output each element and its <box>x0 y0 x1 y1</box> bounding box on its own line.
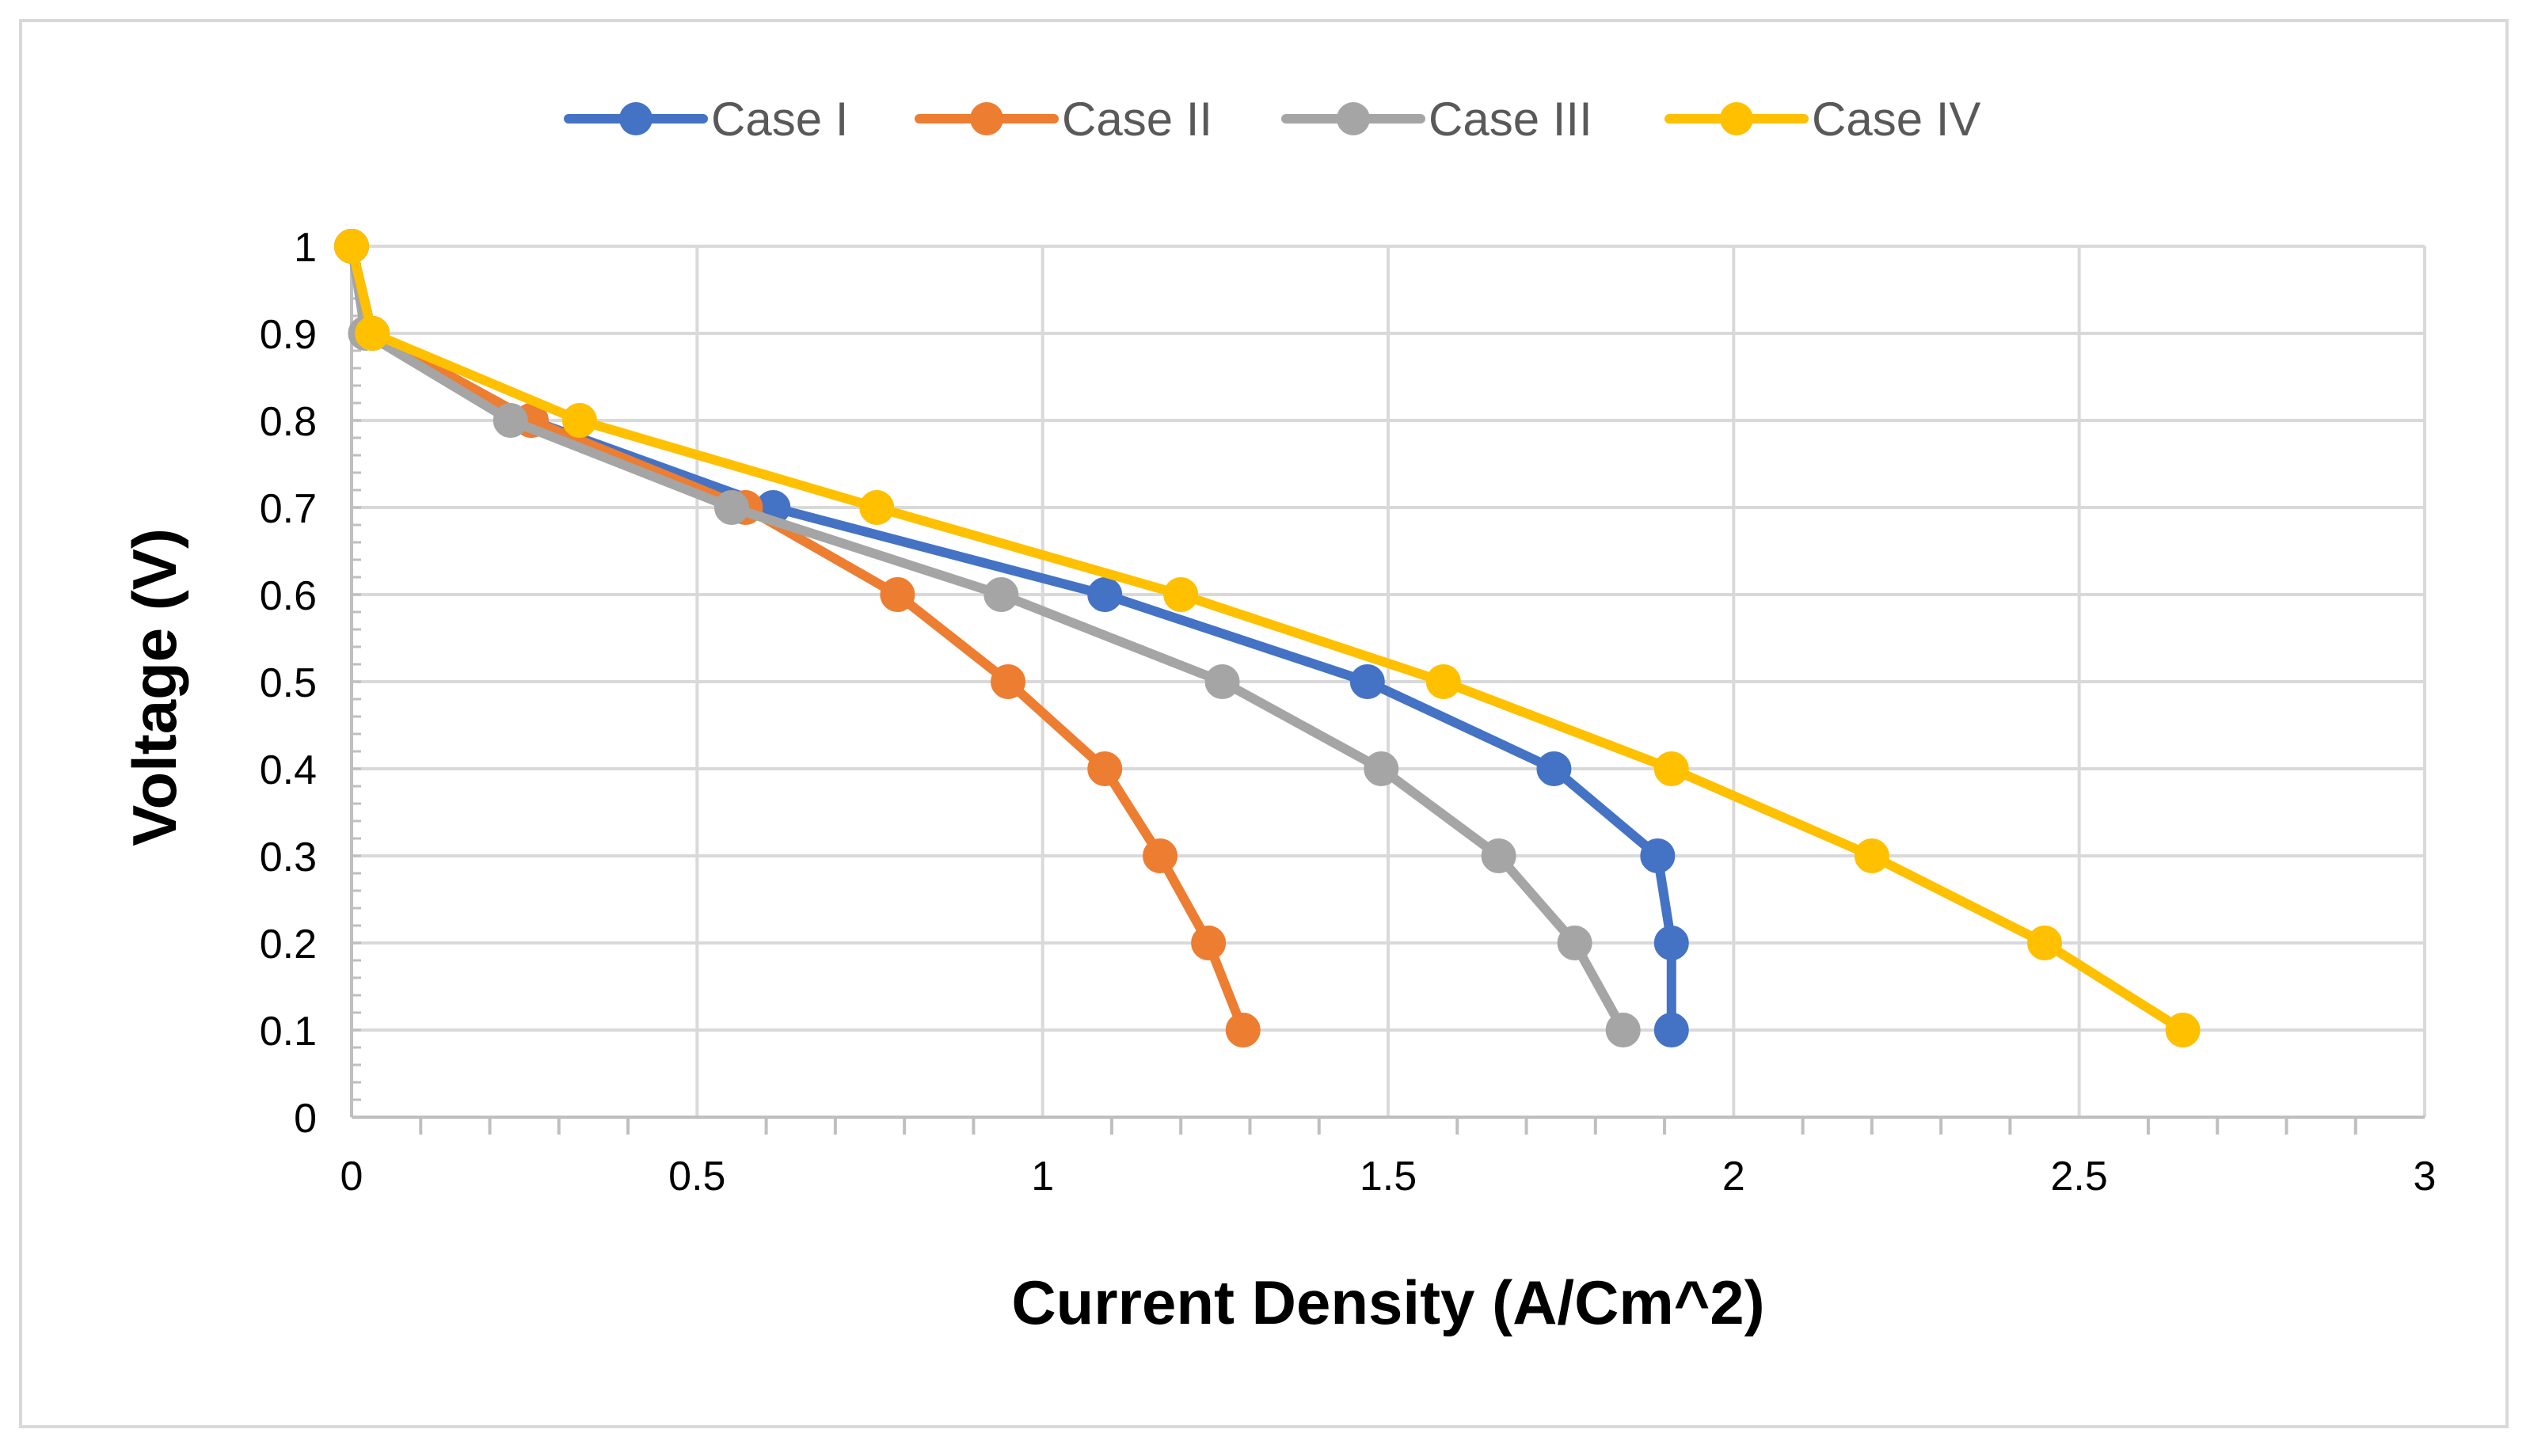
data-point <box>334 229 369 264</box>
data-point <box>1653 926 1689 960</box>
tick-labels: 0 0.5 1 1.5 2 2.5 3 0 0.1 0.2 0.3 0.4 0.5 0.6 0.7 0.8 0.… <box>260 225 2437 1199</box>
data-point <box>1087 751 1123 786</box>
legend-item: Case I <box>564 93 848 146</box>
series-line <box>347 241 1628 1035</box>
data-point <box>561 403 597 438</box>
x-tick-label: 1 <box>1031 1154 1054 1199</box>
legend-swatch-marker <box>619 102 652 135</box>
data-point <box>1536 751 1572 786</box>
legend-swatch-marker <box>1720 102 1753 135</box>
legend-item: Case III <box>1281 93 1592 146</box>
series-3 <box>334 229 1641 1047</box>
data-point <box>355 316 390 351</box>
legend-label: Case I <box>711 93 848 146</box>
data-point <box>1557 926 1592 960</box>
y-tick-label: 0.4 <box>260 747 317 793</box>
data-point <box>713 490 749 525</box>
data-point <box>1349 664 1385 699</box>
data-point <box>1143 838 1178 873</box>
data-point <box>1653 751 1689 786</box>
data-point <box>1605 1013 1641 1047</box>
x-tick-label: 2.5 <box>2051 1154 2108 1199</box>
series-1 <box>334 229 1689 1047</box>
legend-label: Case III <box>1429 93 1592 146</box>
legend-swatch-marker <box>970 102 1003 135</box>
legend-label: Case IV <box>1812 93 1980 146</box>
legend: Case I Case II Case III Case IV <box>564 93 1980 146</box>
data-point <box>859 490 895 525</box>
data-point <box>880 577 915 612</box>
data-point <box>1204 664 1240 699</box>
x-tick-label: 0 <box>341 1154 363 1199</box>
data-point <box>1854 838 1889 873</box>
x-tick-label: 3 <box>2414 1154 2437 1199</box>
y-tick-label: 0 <box>294 1096 317 1142</box>
series-line <box>347 241 1676 1035</box>
data-point <box>1481 838 1516 873</box>
data-point <box>2027 926 2063 960</box>
data-point <box>1640 838 1676 873</box>
legend-item: Case II <box>915 93 1212 146</box>
y-tick-label: 0.5 <box>260 660 317 706</box>
data-point <box>983 577 1019 612</box>
y-axis-title: Voltage (V) <box>120 528 189 846</box>
legend-item: Case IV <box>1664 93 1980 146</box>
x-tick-label: 2 <box>1722 1154 1745 1199</box>
y-tick-label: 0.9 <box>260 312 317 358</box>
axes <box>350 245 2425 1135</box>
series-line <box>347 241 1248 1035</box>
data-point <box>2165 1013 2201 1047</box>
chart-frame <box>19 19 2509 1428</box>
data-point <box>991 664 1026 699</box>
y-tick-label: 1 <box>294 225 317 271</box>
series-4 <box>334 229 2201 1047</box>
legend-label: Case II <box>1062 93 1212 146</box>
data-point <box>1225 1013 1261 1047</box>
series-line <box>347 241 2188 1035</box>
y-tick-label: 0.2 <box>260 922 317 967</box>
x-tick-label: 0.5 <box>668 1154 725 1199</box>
x-tick-label: 1.5 <box>1360 1154 1417 1199</box>
data-point <box>1087 577 1123 612</box>
y-tick-label: 0.8 <box>260 399 317 445</box>
y-tick-label: 0.1 <box>260 1009 317 1055</box>
y-tick-label: 0.6 <box>260 573 317 619</box>
x-axis-title: Current Density (A/Cm^2) <box>1011 1268 1764 1337</box>
data-point <box>493 403 528 438</box>
data-point <box>1425 664 1461 699</box>
data-point <box>1163 577 1199 612</box>
y-tick-label: 0.3 <box>260 834 317 880</box>
data-point <box>1653 1013 1689 1047</box>
legend-swatch-marker <box>1337 102 1370 135</box>
y-tick-label: 0.7 <box>260 486 317 532</box>
data-point <box>1364 751 1399 786</box>
series-lines <box>334 229 2201 1047</box>
data-point <box>1191 926 1227 960</box>
